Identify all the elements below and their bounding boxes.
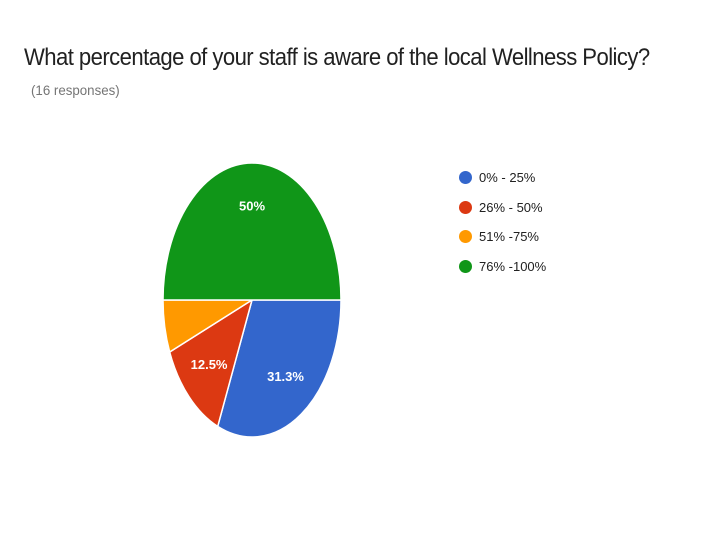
legend-item[interactable]: 76% -100% bbox=[459, 252, 546, 282]
legend-swatch-icon bbox=[459, 259, 472, 273]
slice-data-label: 12.5% bbox=[191, 357, 228, 372]
legend-item[interactable]: 51% -75% bbox=[459, 222, 546, 252]
legend-swatch-icon bbox=[459, 171, 472, 185]
response-count: (16 responses) bbox=[31, 82, 120, 98]
chart-legend: 0% - 25% 26% - 50% 51% -75% 76% -100% bbox=[459, 163, 546, 281]
legend-swatch-icon bbox=[459, 230, 472, 244]
slice-data-label: 50% bbox=[239, 198, 265, 213]
pie-slice[interactable] bbox=[162, 162, 342, 301]
legend-swatch-icon bbox=[459, 200, 472, 214]
legend-label: 0% - 25% bbox=[479, 170, 536, 186]
legend-item[interactable]: 0% - 25% bbox=[459, 163, 546, 193]
slice-data-label: 31.3% bbox=[267, 369, 304, 384]
legend-label: 76% -100% bbox=[479, 258, 547, 274]
pie-data-labels: 31.3% 12.5% 50% bbox=[191, 198, 305, 384]
chart-title: What percentage of your staff is aware o… bbox=[24, 44, 650, 71]
legend-item[interactable]: 26% - 50% bbox=[459, 193, 546, 223]
pie-slices bbox=[162, 162, 342, 438]
pie-slice[interactable] bbox=[216, 299, 342, 438]
pie-slice[interactable] bbox=[168, 298, 254, 428]
legend-label: 51% -75% bbox=[479, 229, 539, 245]
legend-label: 26% - 50% bbox=[479, 199, 543, 215]
